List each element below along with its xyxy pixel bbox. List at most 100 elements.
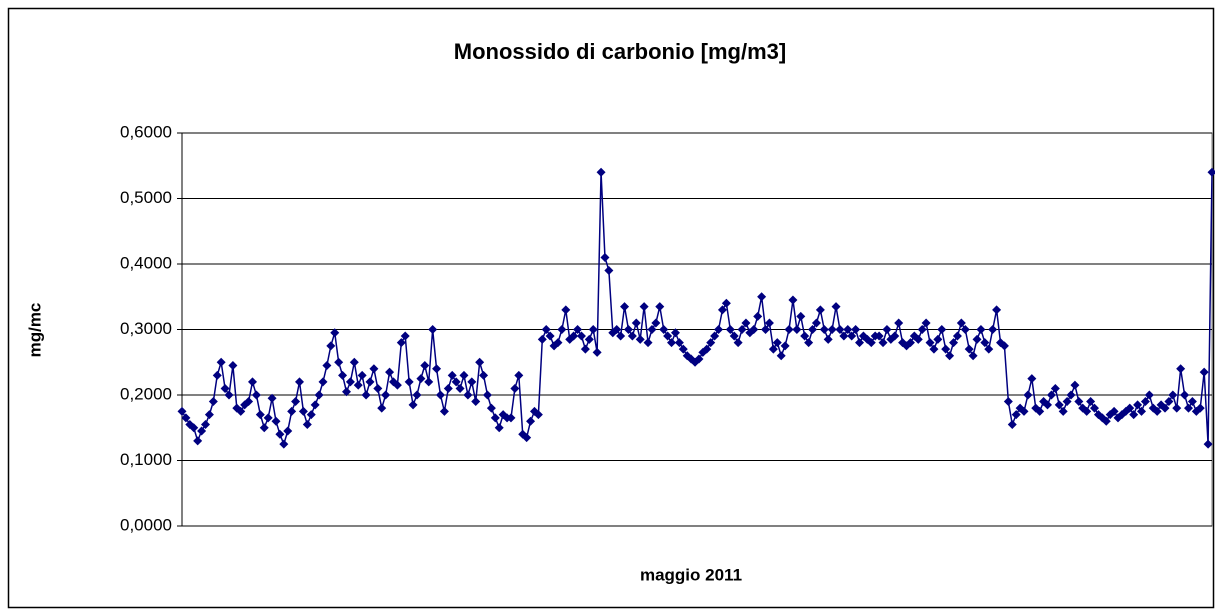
data-point [1168, 390, 1178, 400]
data-point [482, 390, 492, 400]
data-point [827, 325, 837, 334]
data-point [945, 351, 955, 361]
data-point [788, 295, 798, 305]
data-point [882, 325, 892, 334]
data-point [576, 331, 586, 341]
y-tick-label: 0,6000 [120, 122, 172, 141]
data-point [291, 397, 301, 407]
data-point [1184, 403, 1194, 413]
data-point [890, 331, 900, 341]
data-point [1187, 397, 1197, 407]
data-point [494, 423, 504, 433]
data-point [674, 338, 684, 348]
data-point [475, 357, 485, 367]
data-point [627, 331, 637, 341]
data-point [612, 325, 622, 334]
data-point [349, 357, 359, 367]
data-point [772, 338, 782, 348]
data-point [334, 357, 344, 367]
data-point [1062, 397, 1072, 407]
data-point [294, 377, 304, 387]
data-point [1046, 390, 1056, 400]
data-point [486, 403, 496, 413]
data-point [1140, 397, 1150, 407]
data-point [408, 400, 418, 410]
data-point [710, 331, 720, 341]
data-point [365, 377, 375, 387]
data-point [972, 334, 982, 344]
data-point [1023, 390, 1033, 400]
data-point [1109, 406, 1119, 416]
data-point [937, 325, 947, 334]
data-point [424, 377, 434, 387]
data-point [960, 325, 970, 334]
data-point [1172, 403, 1182, 413]
data-point [1203, 439, 1213, 449]
y-tick-label: 0,0000 [120, 515, 172, 534]
data-point [1176, 364, 1186, 374]
data-point [1207, 167, 1215, 177]
data-point [306, 410, 316, 420]
data-point [596, 167, 606, 177]
data-point [1133, 400, 1143, 410]
data-point [459, 370, 469, 380]
data-point [236, 406, 246, 416]
data-point [220, 383, 230, 393]
data-point [721, 298, 731, 308]
data-point [616, 331, 626, 341]
data-point [725, 325, 735, 334]
data-point [247, 377, 257, 387]
data-point [396, 338, 406, 348]
data-point [984, 344, 994, 354]
data-point [353, 380, 363, 390]
data-point [298, 406, 308, 416]
data-point [808, 325, 818, 334]
data-point [1066, 390, 1076, 400]
data-point [275, 429, 285, 439]
data-point [851, 325, 861, 334]
y-axis-label: mg/mc [25, 303, 44, 358]
data-point [1195, 403, 1205, 413]
data-point [737, 325, 747, 334]
data-point [447, 370, 457, 380]
data-point [976, 325, 986, 334]
data-point [811, 318, 821, 328]
data-point [1019, 406, 1029, 416]
data-point [741, 318, 751, 328]
data-point [874, 331, 884, 341]
data-point [283, 426, 293, 436]
data-point [439, 406, 449, 416]
data-point [420, 361, 430, 371]
data-point [208, 397, 218, 407]
data-point [921, 318, 931, 328]
data-point [467, 377, 477, 387]
data-point [463, 390, 473, 400]
data-point [428, 325, 438, 334]
data-point [623, 325, 633, 334]
data-point [768, 344, 778, 354]
data-point [514, 370, 524, 380]
data-point [647, 325, 657, 334]
data-point [702, 344, 712, 354]
data-point [412, 390, 422, 400]
data-point [1027, 374, 1037, 384]
data-point [345, 377, 355, 387]
data-point [988, 325, 998, 334]
data-point [604, 266, 614, 276]
data-point [800, 331, 810, 341]
data-point [228, 361, 238, 371]
data-point [1152, 406, 1162, 416]
data-point [678, 344, 688, 354]
data-point [635, 334, 645, 344]
data-point [533, 410, 543, 420]
data-point [831, 302, 841, 312]
data-point [224, 390, 234, 400]
data-point [1003, 397, 1013, 407]
data-point [479, 370, 489, 380]
data-point [929, 344, 939, 354]
data-point [999, 341, 1009, 351]
data-point [894, 318, 904, 328]
data-point [784, 325, 794, 334]
data-point [1180, 390, 1190, 400]
